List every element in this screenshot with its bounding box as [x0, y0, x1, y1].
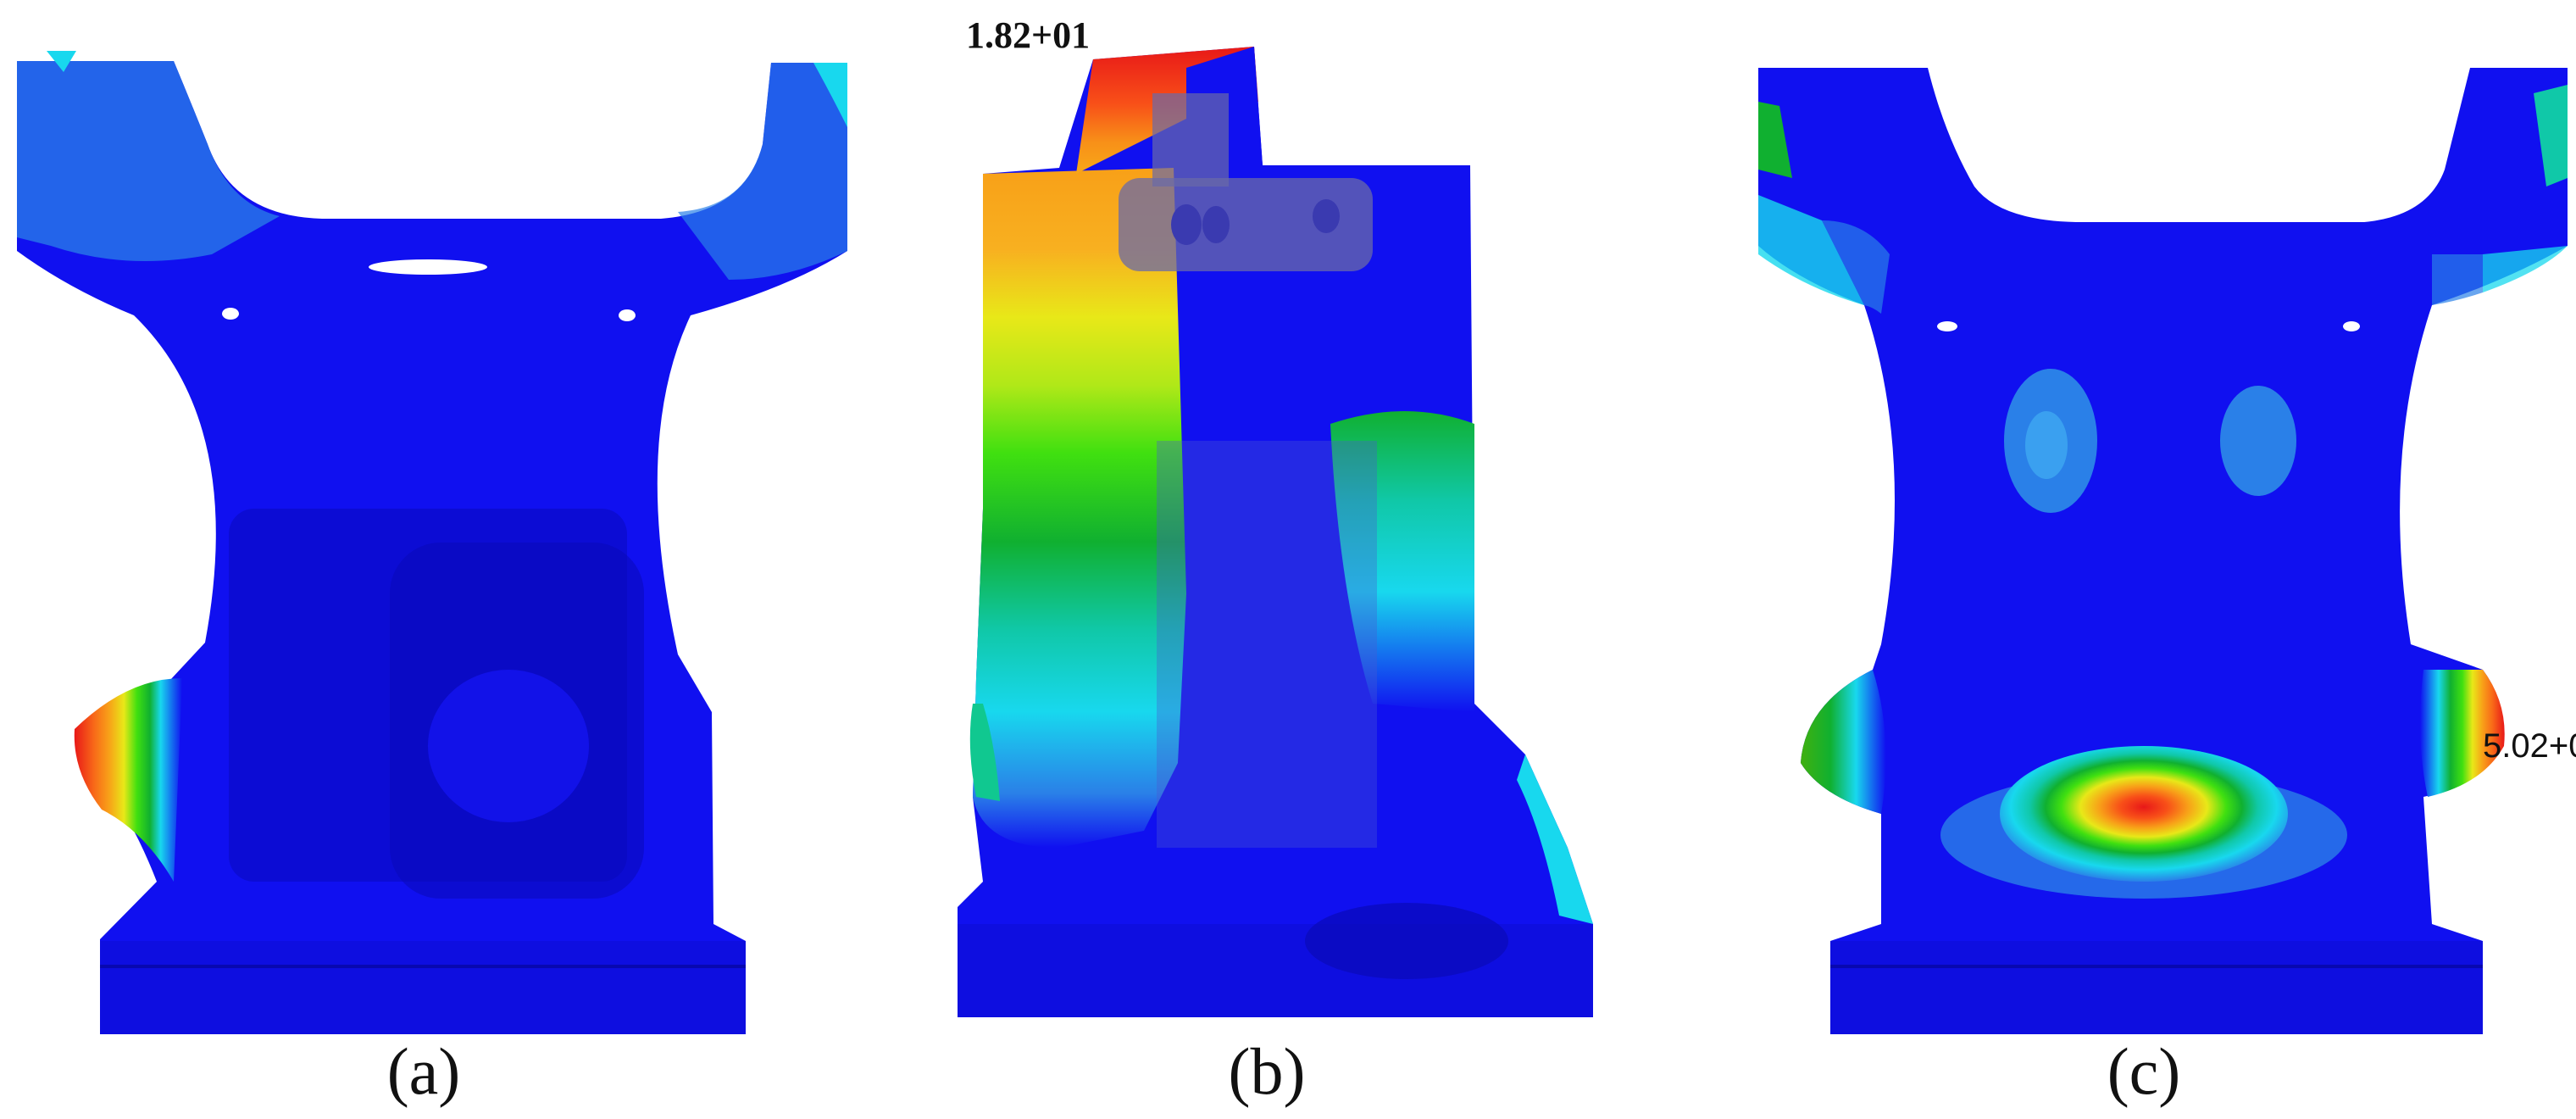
contour-plot-b — [958, 47, 1593, 1017]
caption-c: (c) — [2107, 1034, 2181, 1108]
hotspot-left-bulge-a — [74, 678, 182, 882]
panel-c — [1720, 0, 2576, 1119]
green-corner-left-c — [1758, 102, 1792, 178]
contour-right-bulge-b — [1517, 754, 1593, 924]
contour-left-bulge-c — [1801, 670, 1886, 814]
shade-upper-right-c — [2483, 246, 2568, 292]
hole-right-a — [619, 309, 636, 321]
hotspot-left-plate-b — [973, 168, 1186, 848]
max-value-label-b: 1.82+01 — [966, 14, 1091, 56]
mesh-hole-1-b — [1171, 204, 1202, 245]
base-plate-a — [100, 941, 746, 1034]
mesh-block-b — [1119, 178, 1373, 271]
hotspot-central-c — [2000, 746, 2288, 882]
cyan-edge-a — [813, 63, 847, 127]
shade-top-left-a — [17, 61, 280, 261]
shade-upper-left-2-c — [1822, 220, 1890, 314]
mesh-stem-b — [1152, 93, 1229, 186]
contour-plot-a — [17, 51, 847, 1034]
shade-top-right-a — [678, 63, 847, 280]
base-plate-c — [1830, 941, 2483, 1034]
cyan-corner-a — [47, 51, 76, 72]
mesh-hole-3-b — [1313, 199, 1340, 233]
blue-circle-a — [428, 670, 589, 822]
max-value-label-c: 5.02+01 — [2483, 727, 2576, 765]
spot-right-c — [2220, 386, 2296, 496]
base-dark-patch-b — [1305, 903, 1508, 979]
hole-left-c — [1937, 321, 1957, 331]
caption-b: (b) — [1228, 1034, 1306, 1108]
part-body-c — [1758, 68, 2568, 1034]
caption-a: (a) — [386, 1034, 461, 1108]
hole-right-c — [2343, 321, 2360, 331]
hole-left-a — [222, 308, 239, 320]
shade-upper-left-c — [1758, 195, 1864, 305]
mesh-hole-2-b — [1202, 206, 1230, 243]
contour-left-bulge-b — [969, 704, 1000, 801]
spot-left-inner-c — [2025, 411, 2068, 479]
hole-top-a — [369, 259, 487, 275]
green-corner-right-c — [2534, 85, 2568, 186]
shade-upper-right-2-c — [2432, 254, 2483, 305]
mesh-field-b — [1157, 441, 1377, 848]
contour-right-band-b — [1330, 411, 1474, 712]
panel-a — [0, 0, 847, 1119]
hotspot-right-bulge-c — [2420, 670, 2505, 797]
contour-plot-c — [1758, 68, 2568, 1034]
panel-b — [932, 0, 1661, 1119]
